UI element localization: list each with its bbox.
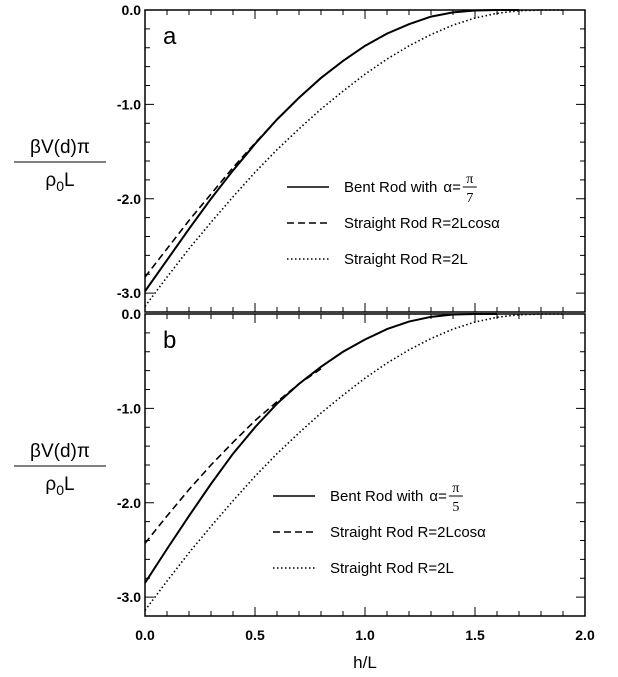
- panel-b-y-tick-label: -2.0: [117, 495, 141, 511]
- panel-a-legend-alpha-numerator: π: [466, 172, 473, 187]
- panel-b-legend-alpha: α=: [429, 488, 447, 505]
- panel-b-legend-alpha-denominator: 5: [452, 500, 459, 515]
- panel-a-letter: a: [163, 23, 177, 50]
- panel-b-x-tick-label: 1.5: [465, 627, 485, 643]
- panel-b-x-tick-label: 0.5: [245, 627, 265, 643]
- panel-b-y-tick-label: -3.0: [117, 589, 141, 605]
- panel-a-legend-alpha: α=: [443, 179, 461, 196]
- panel-a-legend-alpha-denominator: 7: [466, 191, 473, 206]
- x-axis-label: h/L: [353, 653, 377, 672]
- panel-b: 0.0 -1.0 -2.0 -3.0 0.0 0.5 1.0 1.5 2.0 b βV(d)π ρ0L…: [14, 306, 595, 643]
- panel-a-legend-label: Straight Rod R=2Lcosα: [344, 215, 500, 232]
- panel-b-x-tick-label: 2.0: [575, 627, 595, 643]
- panel-a: 0.0 -1.0 -2.0 -3.0 a βV(d)π ρ0L Bent Rod with α=…: [14, 2, 586, 313]
- panel-a-y-label-numerator: βV(d)π: [30, 137, 90, 158]
- panel-b-legend-label: Straight Rod R=2L: [330, 560, 454, 577]
- panel-b-series-dashed-line: [144, 368, 322, 544]
- panel-a-series-dashed-line: [144, 118, 278, 278]
- panel-b-y-tick-label: -1.0: [117, 400, 141, 416]
- panel-b-x-tick-label: 0.0: [135, 627, 155, 643]
- panel-b-legend-label: Straight Rod R=2Lcosα: [330, 524, 486, 541]
- panel-a-series-solid-line: [144, 9, 519, 292]
- panel-b-y-label-numerator: βV(d)π: [30, 441, 90, 462]
- panel-b-legend-label: Bent Rod with: [330, 488, 423, 505]
- panel-a-legend-label: Straight Rod R=2L: [344, 251, 468, 268]
- panel-a-y-tick-label: -2.0: [117, 191, 141, 207]
- panel-b-letter: b: [163, 327, 176, 354]
- panel-a-y-tick-label: -1.0: [117, 96, 141, 112]
- panel-b-legend-alpha-numerator: π: [452, 481, 459, 496]
- panel-a-series-dotted-line: [144, 9, 563, 307]
- panel-a-y-tick-label: 0.0: [122, 2, 142, 18]
- panel-a-y-tick-label: -3.0: [117, 285, 141, 301]
- panel-b-series-dotted-line: [144, 313, 563, 611]
- panel-b-y-label-denominator: ρ0L: [45, 474, 74, 498]
- panel-b-y-tick-label: 0.0: [122, 306, 142, 322]
- panel-b-x-tick-label: 1.0: [355, 627, 375, 643]
- panel-a-legend-label: Bent Rod with: [344, 179, 437, 196]
- panel-a-y-label-denominator: ρ0L: [45, 170, 74, 194]
- panel-b-series-solid-line: [144, 313, 497, 584]
